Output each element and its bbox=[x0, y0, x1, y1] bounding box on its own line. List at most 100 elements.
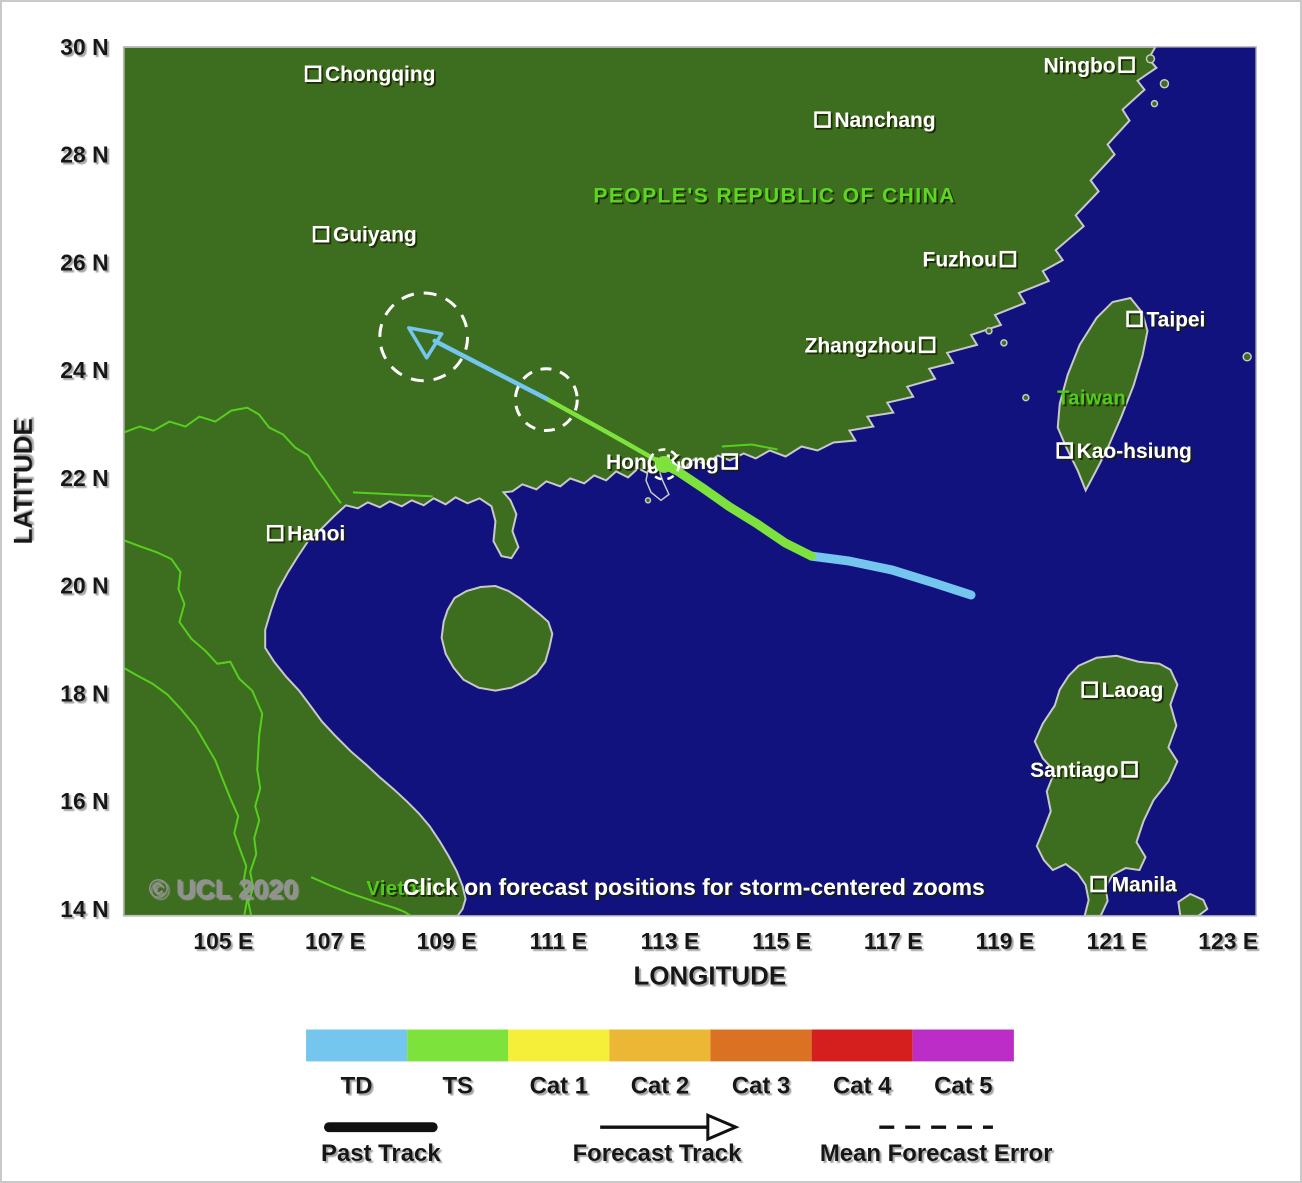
legend-item-label-mean-forecast-error: Mean Forecast Error bbox=[820, 1140, 1053, 1167]
city-label-zhangzhou: Zhangzhou bbox=[805, 334, 917, 357]
map-frame bbox=[122, 46, 1257, 917]
x-axis-label-113: 113 E bbox=[641, 928, 700, 954]
legend-symbol-forecast-track-arrowhead bbox=[706, 1112, 740, 1142]
x-axis-label-117: 117 E bbox=[864, 928, 923, 954]
city-taipei: Taipei bbox=[1126, 308, 1205, 331]
legend-label-cat-4: Cat 4 bbox=[833, 1072, 892, 1099]
y-axis-label-28: 28 N bbox=[60, 142, 108, 168]
x-axis-label-109: 109 E bbox=[417, 928, 477, 954]
city-marker-nanchang bbox=[814, 111, 831, 128]
current-storm-position[interactable] bbox=[655, 455, 673, 473]
legend-item-label-forecast-track: Forecast Track bbox=[573, 1140, 742, 1167]
city-marker-guiyang bbox=[312, 225, 330, 243]
city-zhangzhou: Zhangzhou bbox=[805, 334, 936, 357]
forecast-error-circle-0[interactable] bbox=[647, 448, 681, 481]
islets bbox=[644, 54, 1252, 504]
region-label-china: PEOPLE'S REPUBLIC OF CHINA bbox=[593, 184, 955, 207]
city-label-guiyang: Guiyang bbox=[333, 224, 417, 247]
islet-se-of-luzon bbox=[1177, 892, 1209, 916]
y-axis-label-24: 24 N bbox=[60, 357, 108, 383]
legend-label-cat-3: Cat 3 bbox=[732, 1072, 790, 1099]
city-label-santiago: Santiago bbox=[1030, 759, 1118, 782]
x-axis-label-119: 119 E bbox=[976, 928, 1035, 954]
legend-label-ts: TS bbox=[442, 1072, 473, 1099]
city-chongqing: Chongqing bbox=[304, 63, 435, 86]
city-ningbo: Ningbo bbox=[1044, 54, 1135, 77]
island-luzon bbox=[1033, 654, 1179, 916]
city-label-fuzhou: Fuzhou bbox=[923, 249, 997, 272]
map-canvas bbox=[122, 46, 1257, 917]
island-taiwan bbox=[1056, 296, 1149, 493]
legend-item-label-past-track: Past Track bbox=[321, 1140, 441, 1167]
x-axis-label-105: 105 E bbox=[193, 928, 253, 954]
region-label-vietnam: Vietnam bbox=[366, 878, 447, 900]
city-marker-santiago bbox=[1121, 761, 1138, 778]
city-marker-zhangzhou bbox=[918, 336, 936, 354]
forecast-error-circle-2[interactable] bbox=[378, 291, 470, 383]
x-axis-label-115: 115 E bbox=[752, 928, 811, 954]
city-marker-laoag bbox=[1081, 681, 1098, 698]
city-marker-chongqing bbox=[304, 65, 322, 82]
legend-swatch-cat-5 bbox=[912, 1029, 1014, 1062]
storm-track bbox=[378, 291, 976, 600]
city-marker-taipei bbox=[1126, 310, 1143, 328]
legend-swatch-cat-1 bbox=[508, 1029, 610, 1062]
legend-swatch-cat-2 bbox=[609, 1029, 711, 1062]
city-label-manila: Manila bbox=[1112, 873, 1177, 896]
region-label-taiwan: Taiwan bbox=[1057, 388, 1126, 410]
axis-tick-labels: 105 E 107 E 109 E 111 E 113 E 115 E 117 E 119 E… bbox=[60, 34, 1258, 954]
city-markers: Chongqing Ningbo Nanchang Guiyang Fuzhou Taip… bbox=[266, 54, 1205, 896]
x-axis-label-107: 107 E bbox=[305, 928, 365, 954]
legend: TD TS Cat 1 Cat 2 Cat 3 Cat 4 Cat 5 Past Track F… bbox=[306, 1029, 1053, 1167]
x-axis-label-123: 123 E bbox=[1198, 928, 1258, 954]
landmass-mainland-asia bbox=[123, 46, 1158, 916]
legend-label-cat-2: Cat 2 bbox=[631, 1072, 689, 1099]
x-axis-title: LONGITUDE bbox=[634, 963, 787, 991]
legend-label-td: TD bbox=[341, 1072, 373, 1099]
city-marker-manila bbox=[1090, 875, 1107, 893]
forecast-arrow-head bbox=[407, 326, 444, 360]
x-axis-label-121: 121 E bbox=[1087, 928, 1147, 954]
legend-swatch-cat-4 bbox=[811, 1029, 913, 1062]
city-label-taipei: Taipei bbox=[1146, 308, 1205, 331]
city-marker-hanoi bbox=[266, 524, 284, 542]
city-nanchang: Nanchang bbox=[814, 109, 936, 132]
y-axis-label-14: 14 N bbox=[60, 896, 108, 922]
y-axis-title: LATITUDE bbox=[10, 418, 38, 544]
y-axis-label-18: 18 N bbox=[60, 680, 108, 706]
forecast-track-ts bbox=[544, 396, 667, 467]
legend-swatch-ts bbox=[407, 1029, 509, 1062]
city-label-laoag: Laoag bbox=[1102, 679, 1164, 702]
legend-swatch-cat-3 bbox=[710, 1029, 812, 1062]
axis-ticks bbox=[115, 38, 1265, 924]
city-hanoi: Hanoi bbox=[266, 523, 345, 546]
past-track-td bbox=[807, 551, 976, 600]
city-santiago: Santiago bbox=[1030, 759, 1138, 782]
city-label-chongqing: Chongqing bbox=[325, 63, 435, 86]
y-axis-label-30: 30 N bbox=[60, 34, 108, 60]
map-overlay-text: © UCL 2020 Click on forecast positions f… bbox=[149, 874, 985, 904]
city-marker-ningbo bbox=[1118, 56, 1135, 74]
legend-label-cat-5: Cat 5 bbox=[934, 1072, 992, 1099]
forecast-error-circle-1[interactable] bbox=[513, 367, 579, 433]
y-axis-label-26: 26 N bbox=[60, 249, 108, 275]
city-marker-hong-kong bbox=[721, 453, 738, 470]
copyright-watermark: © UCL 2020 bbox=[149, 874, 298, 904]
city-marker-fuzhou bbox=[999, 250, 1017, 268]
legend-swatch-td bbox=[306, 1029, 408, 1062]
city-manila: Manila bbox=[1090, 873, 1177, 896]
zoom-hint-note: Click on forecast positions for storm-ce… bbox=[403, 874, 985, 900]
city-guiyang: Guiyang bbox=[312, 224, 417, 247]
city-label-kao-hsiung: Kao-hsiung bbox=[1077, 440, 1192, 463]
city-laoag: Laoag bbox=[1081, 679, 1164, 702]
city-marker-kao-hsiung bbox=[1056, 442, 1073, 459]
country-boundaries bbox=[123, 406, 778, 916]
city-label-ningbo: Ningbo bbox=[1044, 54, 1116, 77]
island-hainan bbox=[440, 585, 554, 692]
city-label-hanoi: Hanoi bbox=[287, 523, 345, 546]
y-axis-label-22: 22 N bbox=[60, 465, 108, 491]
city-kao-hsiung: Kao-hsiung bbox=[1056, 440, 1192, 463]
city-fuzhou: Fuzhou bbox=[923, 249, 1017, 272]
forecast-track-td bbox=[432, 338, 549, 401]
